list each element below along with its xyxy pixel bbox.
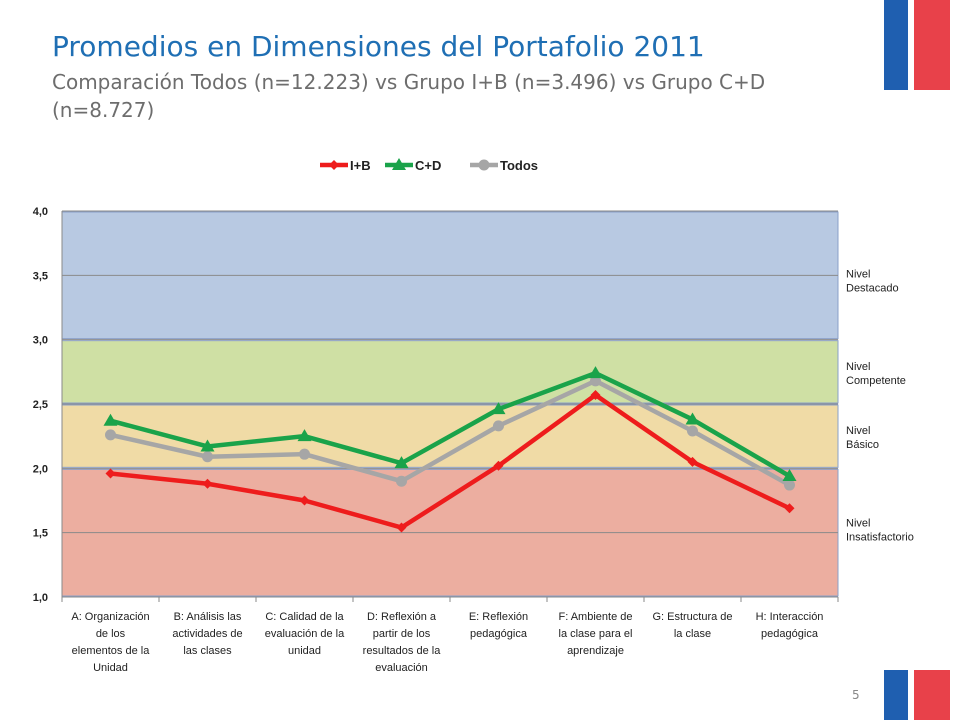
level-label: Nivel Insatisfactorio <box>846 518 914 544</box>
legend-label: Todos <box>500 158 538 173</box>
y-tick-label: 1,0 <box>33 592 48 604</box>
y-tick-label: 3,0 <box>33 335 48 347</box>
x-category-label: H: Interacción pedagógica <box>756 611 824 640</box>
data-point-diamond <box>396 522 407 533</box>
y-tick-label: 2,0 <box>33 463 48 475</box>
data-point-triangle <box>103 413 118 426</box>
data-point-circle <box>396 475 407 487</box>
y-tick-label: 4,0 <box>33 206 48 218</box>
y-tick-label: 1,5 <box>33 528 48 540</box>
data-point-circle <box>202 451 213 463</box>
data-point-diamond <box>784 503 795 514</box>
data-point-triangle <box>392 158 406 170</box>
data-point-diamond <box>590 389 601 400</box>
data-point-diamond <box>299 495 310 506</box>
series-line <box>110 378 791 488</box>
x-category-label: D: Reflexión a partir de los resultados de… <box>363 611 442 674</box>
data-point-triangle <box>685 412 700 425</box>
series-line <box>109 370 791 478</box>
series-line <box>110 392 791 530</box>
data-point-circle <box>493 420 504 432</box>
x-category-label: C: Calidad de la evaluación de la unidad <box>265 611 345 657</box>
data-point-triangle <box>297 429 312 442</box>
data-point-circle <box>687 425 698 437</box>
x-category-label: B: Análisis las actividades de las clases <box>172 611 242 657</box>
series-i-b <box>105 389 795 533</box>
series-todos <box>105 375 795 491</box>
data-point-triangle <box>200 439 215 452</box>
data-point-diamond <box>202 478 213 489</box>
y-tick-label: 2,5 <box>33 399 48 411</box>
level-label: Nivel Destacado <box>846 268 899 294</box>
slide-subtitle: Comparación Todos (n=12.223) vs Grupo I+… <box>52 70 766 122</box>
x-category-label: F: Ambiente de la clase para el aprendizaj… <box>559 611 633 657</box>
page-number: 5 <box>852 688 860 702</box>
data-point-triangle <box>588 366 603 379</box>
legend-label: C+D <box>415 158 441 173</box>
data-point-triangle <box>394 456 409 469</box>
chile-flag-stripes-bottom <box>884 670 950 720</box>
slide-title: Promedios en Dimensiones del Portafolio … <box>52 30 705 63</box>
x-category-label: E: Reflexión pedagógica <box>469 611 528 640</box>
legend-label: I+B <box>350 158 371 173</box>
data-point-circle <box>478 159 490 171</box>
data-point-diamond <box>493 460 504 471</box>
level-band <box>61 340 839 404</box>
level-label: Nivel Competente <box>846 361 906 387</box>
data-point-circle <box>784 479 795 491</box>
data-point-diamond <box>687 456 698 467</box>
data-point-circle <box>299 448 310 460</box>
chile-flag-stripes-top <box>884 0 950 90</box>
level-label: Nivel Básico <box>846 425 879 451</box>
data-point-circle <box>105 429 116 441</box>
y-tick-label: 3,5 <box>33 270 48 282</box>
data-point-diamond <box>105 468 116 479</box>
x-category-label: A: Organización de los elementos de la Unid… <box>71 611 150 674</box>
series-c-d <box>103 366 797 482</box>
data-point-triangle <box>782 469 797 482</box>
data-point-diamond <box>329 160 339 170</box>
data-point-triangle <box>491 402 506 415</box>
x-category-label: G: Estructura de la clase <box>652 611 732 640</box>
